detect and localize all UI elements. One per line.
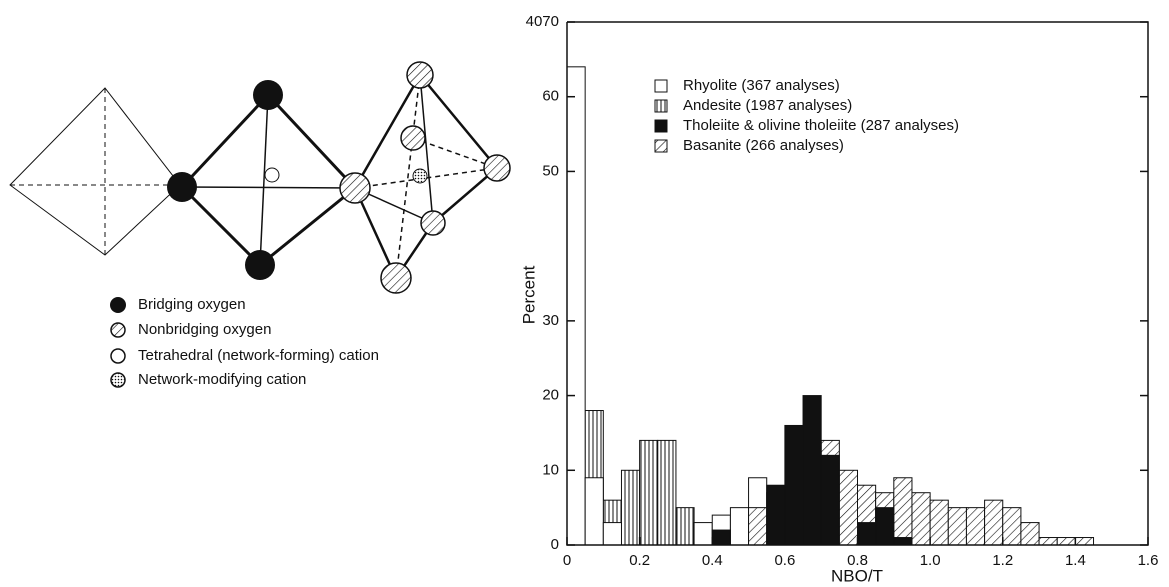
legend-text: Tetrahedral (network-forming) cation	[138, 347, 379, 364]
bar	[1002, 507, 1022, 546]
legend-icon	[110, 372, 126, 388]
nonbridging-oxygen	[420, 210, 446, 236]
bar	[657, 439, 677, 546]
legend-text: Bridging oxygen	[138, 296, 246, 313]
legend-text: Andesite (1987 analyses)	[683, 97, 852, 114]
modifying-cation	[412, 168, 428, 184]
bar	[584, 477, 604, 546]
y-tick-label: 50	[542, 162, 559, 179]
bar	[1056, 537, 1076, 546]
bar	[766, 484, 786, 546]
bar	[784, 424, 804, 546]
histogram: Percent NBO/T 0 10 20 30 50 60 4070 0 0.2 0.4 0.6 0…	[519, 13, 1158, 586]
nonbridging-oxygen	[483, 154, 511, 182]
legend-icon	[110, 322, 126, 338]
bar	[820, 454, 840, 546]
tetrahedron	[180, 74, 499, 281]
bar	[875, 507, 895, 546]
nonbridging-oxygen	[380, 262, 412, 294]
nonbridging-oxygen	[339, 172, 371, 204]
legend-icon	[110, 297, 126, 313]
legend-text: Nonbridging oxygen	[138, 321, 271, 338]
x-tick-label: 1.2	[992, 552, 1013, 569]
x-tick-label: 0	[563, 552, 571, 569]
bridging-oxygen	[167, 172, 197, 202]
legend-swatch	[654, 119, 668, 133]
bar	[639, 439, 659, 546]
bar	[748, 507, 768, 546]
legend-text: Rhyolite (367 analyses)	[683, 77, 840, 94]
legend-text: Basanite (266 analyses)	[683, 137, 844, 154]
bridging-oxygen	[253, 80, 283, 110]
x-tick-label: 1.4	[1065, 552, 1086, 569]
x-axis-label: NBO/T	[831, 566, 883, 585]
bar	[693, 522, 713, 546]
x-tick-label: 0.8	[847, 552, 868, 569]
bar	[893, 477, 913, 546]
y-tick-label: 60	[542, 88, 559, 105]
bar	[1038, 537, 1058, 546]
x-tick-label: 0.6	[774, 552, 795, 569]
legend-text: Tholeiite & olivine tholeiite (287 analy…	[683, 117, 959, 134]
bar	[1020, 522, 1040, 546]
nonbridging-oxygen	[400, 125, 426, 151]
bar	[838, 469, 858, 546]
legend-icon	[110, 348, 126, 364]
nonbridging-oxygen	[406, 61, 434, 89]
octahedron	[9, 87, 181, 256]
legend-swatch	[654, 99, 668, 113]
y-tick-label: 30	[542, 312, 559, 329]
bar	[984, 499, 1004, 546]
bar	[929, 499, 949, 546]
bar	[675, 507, 695, 546]
bar	[729, 507, 750, 546]
x-tick-label: 0.4	[702, 552, 723, 569]
x-tick-label: 1.0	[920, 552, 941, 569]
bar	[893, 537, 913, 546]
bar	[566, 66, 586, 546]
bar	[1074, 537, 1095, 546]
y-axis-label: Percent	[519, 265, 538, 324]
legend-swatch	[654, 139, 668, 153]
tetrahedral-cation	[264, 167, 280, 183]
bar	[802, 395, 822, 546]
y-tick-label: 0	[551, 536, 559, 553]
bridging-oxygen	[245, 250, 275, 280]
bar	[620, 469, 641, 546]
bar	[602, 522, 622, 546]
bar	[711, 529, 731, 546]
bar	[947, 507, 967, 546]
x-tick-label: 0.2	[629, 552, 650, 569]
y-tick-label: 4070	[526, 13, 559, 30]
legend-swatch	[654, 79, 668, 93]
y-tick-label: 10	[542, 461, 559, 478]
legend-text: Network-modifying cation	[138, 371, 306, 388]
y-tick-label: 20	[542, 387, 559, 404]
bar	[911, 492, 931, 546]
structure-diagram: Bridging oxygen Nonbridging oxygen Tetra…	[9, 61, 511, 388]
bar	[857, 522, 877, 546]
bar	[965, 507, 986, 546]
x-tick-label: 1.6	[1138, 552, 1159, 569]
